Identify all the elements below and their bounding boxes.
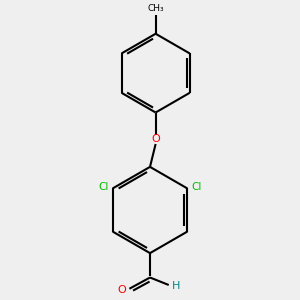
Text: CH₃: CH₃ [147, 4, 164, 13]
Text: Cl: Cl [191, 182, 202, 192]
Text: O: O [118, 285, 126, 295]
Text: H: H [172, 281, 180, 291]
Text: Cl: Cl [98, 182, 109, 192]
Text: O: O [151, 134, 160, 145]
